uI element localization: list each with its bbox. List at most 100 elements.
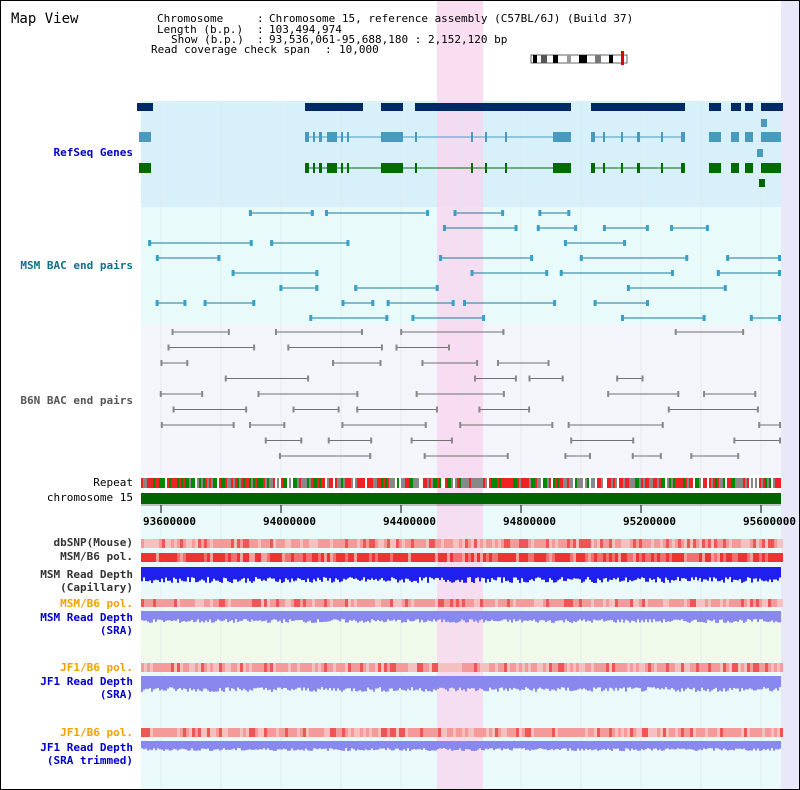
polymorphism-cell <box>153 663 156 672</box>
polymorphism-cell <box>771 539 774 548</box>
polymorphism-cell <box>465 599 468 607</box>
track-label-jf1-depth-trim[interactable]: JF1 Read Depth <box>40 741 133 754</box>
read-depth-bar <box>267 741 269 749</box>
read-depth-bar <box>739 567 741 580</box>
polymorphism-cell <box>507 599 510 607</box>
polymorphism-cell <box>375 599 378 607</box>
repeat-feature <box>147 478 149 488</box>
read-depth-bar <box>545 567 547 583</box>
read-depth-bar <box>633 567 635 581</box>
read-depth-bar <box>297 741 299 750</box>
read-depth-bar <box>491 741 493 749</box>
polymorphism-cell <box>699 539 702 548</box>
polymorphism-cell <box>741 663 744 672</box>
read-depth-bar <box>271 741 273 751</box>
repeat-feature <box>343 478 345 488</box>
read-depth-bar <box>283 611 285 620</box>
polymorphism-cell <box>144 663 147 672</box>
track-label-refseq[interactable]: RefSeq Genes <box>53 146 133 159</box>
track-label-msm-depth-capillary[interactable]: MSM Read Depth <box>40 568 133 581</box>
read-depth-bar <box>191 567 193 578</box>
repeat-feature <box>489 478 491 488</box>
read-depth-bar <box>375 676 377 689</box>
polymorphism-cell <box>333 539 336 548</box>
read-depth-bar <box>221 741 223 750</box>
polymorphism-cell <box>483 663 486 672</box>
track-label-dbsnp[interactable]: dbSNP(Mouse) <box>53 536 133 549</box>
repeat-feature <box>753 478 755 488</box>
read-depth-bar <box>669 741 671 750</box>
read-depth-bar <box>719 567 721 582</box>
polymorphism-cell <box>519 728 522 737</box>
read-depth-bar <box>431 741 433 751</box>
read-depth-bar <box>665 741 667 749</box>
track-label-jf1-b6-pol-trim[interactable]: JF1/B6 pol. <box>60 726 133 739</box>
polymorphism-cell <box>192 553 195 562</box>
track-label-msm-depth-sra[interactable]: MSM Read Depth <box>40 611 133 624</box>
track-label-msm-b6-pol[interactable]: MSM/B6 pol. <box>60 550 133 563</box>
track-label-msm-depth-sra-sub: (SRA) <box>99 624 133 637</box>
read-depth-bar <box>547 611 549 621</box>
track-label-b6n-bac[interactable]: B6N BAC end pairs <box>20 394 133 407</box>
read-depth-bar <box>259 567 261 579</box>
read-depth-bar <box>241 741 243 751</box>
read-depth-bar <box>623 567 625 581</box>
polymorphism-cell <box>198 728 201 737</box>
polymorphism-cell <box>759 599 762 607</box>
polymorphism-cell <box>549 728 552 737</box>
read-depth-bar <box>391 611 393 621</box>
read-depth-bar <box>195 567 197 583</box>
polymorphism-cell <box>348 539 351 548</box>
polymorphism-cell <box>645 728 648 737</box>
read-depth-bar <box>553 611 555 623</box>
read-depth-bar <box>169 611 171 621</box>
read-depth-bar <box>443 676 445 689</box>
polymorphism-cell <box>321 663 324 672</box>
track-label-msm-bac[interactable]: MSM BAC end pairs <box>20 259 133 272</box>
repeat-feature <box>227 478 229 488</box>
read-depth-bar <box>483 611 485 623</box>
read-depth-bar <box>165 676 167 691</box>
read-depth-bar <box>713 676 715 689</box>
polymorphism-cell <box>183 599 186 607</box>
polymorphism-cell <box>321 539 324 548</box>
polymorphism-cell <box>189 728 192 737</box>
read-depth-bar <box>229 611 231 622</box>
read-depth-bar <box>401 741 403 751</box>
polymorphism-cell <box>282 553 285 562</box>
polymorphism-cell <box>780 599 783 607</box>
polymorphism-cell <box>144 599 147 607</box>
read-depth-bar <box>175 676 177 692</box>
read-depth-bar <box>227 676 229 688</box>
read-depth-bar <box>257 741 259 750</box>
read-depth-bar <box>599 611 601 621</box>
read-depth-bar <box>333 567 335 582</box>
polymorphism-cell <box>363 553 366 562</box>
read-depth-bar <box>193 611 195 623</box>
read-depth-bar <box>317 611 319 620</box>
polymorphism-cell <box>534 539 537 548</box>
polymorphism-cell <box>372 599 375 607</box>
track-label-msm-b6-pol-sra[interactable]: MSM/B6 pol. <box>60 597 133 610</box>
polymorphism-cell <box>444 663 447 672</box>
read-depth-bar <box>405 676 407 691</box>
read-depth-bar <box>143 567 145 578</box>
repeat-feature <box>747 478 749 488</box>
chromosome-colon: : <box>257 12 264 25</box>
polymorphism-cell <box>597 539 600 548</box>
read-depth-bar <box>287 741 289 751</box>
read-depth-bar <box>315 567 317 582</box>
read-depth-bar <box>667 567 669 581</box>
track-label-jf1-b6-pol[interactable]: JF1/B6 pol. <box>60 661 133 674</box>
read-depth-bar <box>437 741 439 750</box>
polymorphism-cell <box>561 728 564 737</box>
read-depth-bar <box>655 567 657 583</box>
polymorphism-cell <box>780 553 783 562</box>
read-depth-bar <box>237 741 239 749</box>
track-label-jf1-depth-sra[interactable]: JF1 Read Depth <box>40 675 133 688</box>
repeat-feature <box>717 478 719 488</box>
refseq-exon <box>603 132 605 142</box>
msm-bac-end <box>705 225 709 231</box>
read-depth-bar <box>477 567 479 578</box>
